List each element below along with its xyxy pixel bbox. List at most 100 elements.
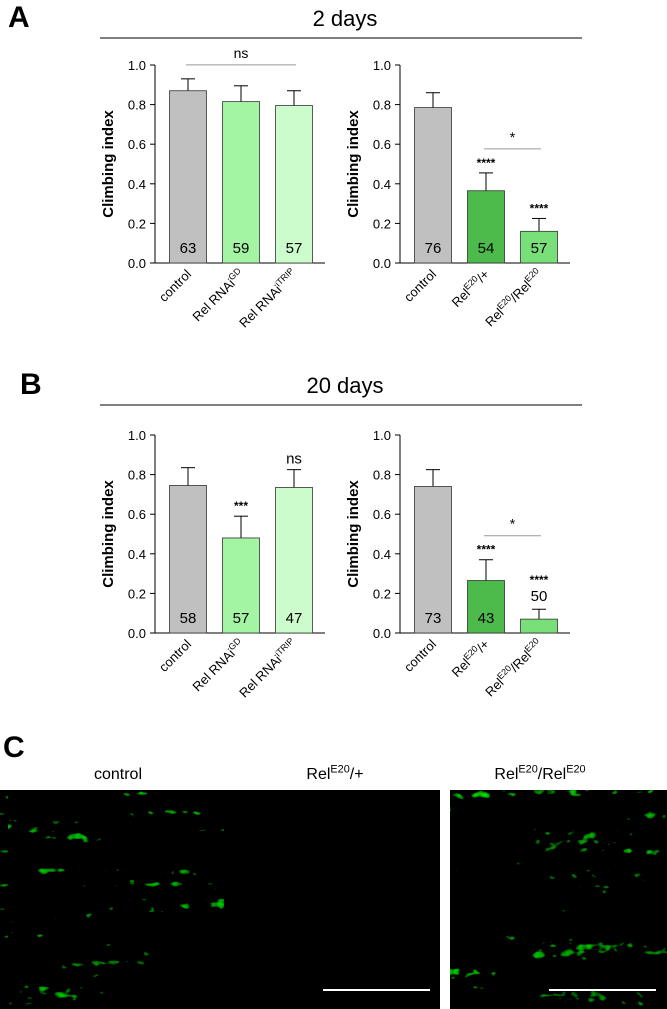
label-part: Rel RNAi [189, 646, 237, 694]
label-part: control [94, 766, 142, 783]
y-tick-label: 0.0 [128, 626, 146, 641]
label-part: Rel RNAi [236, 652, 284, 700]
y-tick-label: 0.6 [373, 507, 391, 522]
n-label: 54 [478, 240, 495, 257]
n-label: 58 [180, 610, 197, 627]
y-tick-label: 0.2 [128, 216, 146, 231]
label: control [401, 636, 439, 674]
label: control [94, 766, 142, 783]
panel-letter: C [3, 731, 25, 764]
bar [414, 486, 452, 634]
y-tick-label: 0.2 [373, 586, 391, 601]
label: Rel RNAiGD [188, 636, 247, 695]
y-tick-label: 0.2 [128, 586, 146, 601]
significance: **** [530, 573, 549, 587]
significance: ns [286, 451, 302, 468]
y-tick-label: 0.8 [128, 468, 146, 483]
label-part: control [401, 636, 439, 674]
micrograph [450, 790, 667, 1009]
significance: *** [234, 499, 248, 513]
y-tick-label: 0.6 [373, 137, 391, 152]
bar [275, 487, 313, 634]
label-part: control [156, 266, 194, 304]
superscript: iTRIP [273, 636, 296, 659]
superscript: iTRIP [273, 266, 296, 289]
bar [467, 190, 505, 264]
y-axis-label: Climbing index [345, 110, 362, 218]
panel-title: 20 days [306, 373, 383, 398]
y-tick-label: 0.2 [373, 216, 391, 231]
n-label: 73 [425, 610, 442, 627]
label: RelE20/+ [448, 636, 492, 680]
y-tick-label: 0.0 [373, 626, 391, 641]
bar [222, 101, 260, 264]
label-part: /+ [350, 766, 364, 783]
superscript: E20 [330, 764, 349, 776]
bar [467, 580, 505, 634]
label-part: Rel RNAi [189, 276, 237, 324]
label: control [401, 266, 439, 304]
bracket-label: * [510, 516, 516, 532]
bar [169, 485, 207, 634]
label: Rel RNAiGD [188, 266, 247, 325]
significance: **** [530, 201, 549, 215]
n-label: 63 [180, 240, 197, 257]
bar [222, 537, 260, 634]
label: Rel RNAiiTRIP [235, 266, 300, 331]
n-label: 47 [286, 610, 303, 627]
label: Rel RNAiiTRIP [235, 636, 300, 701]
panel-letter: B [20, 368, 42, 401]
label-part: /Rel [538, 766, 566, 783]
n-label: 57 [233, 610, 250, 627]
n-label: 59 [233, 240, 250, 257]
label: RelE20/RelE20 [494, 764, 585, 783]
label: RelE20/+ [448, 266, 492, 310]
significance: **** [477, 156, 496, 170]
superscript: E20 [518, 764, 537, 776]
panel-letter: A [8, 1, 30, 34]
n-label: 76 [425, 240, 442, 257]
y-axis-label: Climbing index [345, 480, 362, 588]
label-part: Rel [306, 766, 330, 783]
superscript: E20 [566, 764, 585, 776]
y-tick-label: 0.4 [373, 177, 391, 192]
bracket-label: ns [234, 45, 249, 61]
n-label: 50 [531, 588, 548, 605]
y-tick-label: 0.4 [373, 547, 391, 562]
significance: **** [477, 543, 496, 557]
y-tick-label: 0.0 [128, 256, 146, 271]
y-tick-label: 1.0 [128, 58, 146, 73]
label: RelE20/RelE20 [481, 266, 545, 330]
y-tick-label: 0.8 [128, 98, 146, 113]
label: RelE20/+ [306, 764, 363, 783]
label-part: control [156, 636, 194, 674]
y-tick-label: 1.0 [128, 428, 146, 443]
y-axis-label: Climbing index [100, 110, 117, 218]
y-axis-label: Climbing index [100, 480, 117, 588]
panel-title: 2 days [313, 6, 378, 31]
y-tick-label: 0.8 [373, 468, 391, 483]
y-tick-label: 1.0 [373, 58, 391, 73]
y-tick-label: 0.4 [128, 177, 146, 192]
y-tick-label: 0.4 [128, 547, 146, 562]
label-part: control [401, 266, 439, 304]
n-label: 43 [478, 610, 495, 627]
bar [275, 105, 313, 264]
bar [414, 107, 452, 264]
y-tick-label: 0.6 [128, 507, 146, 522]
micrographs [0, 790, 667, 1009]
y-tick-label: 1.0 [373, 428, 391, 443]
micrograph-bg [224, 790, 440, 1009]
label-part: Rel RNAi [236, 282, 284, 330]
bracket-label: * [510, 129, 516, 145]
y-tick-label: 0.0 [373, 256, 391, 271]
label: control [156, 266, 194, 304]
bar [169, 90, 207, 264]
n-label: 57 [286, 240, 303, 257]
micrograph [8, 790, 224, 1009]
y-tick-label: 0.6 [128, 137, 146, 152]
bar [520, 618, 558, 634]
bar [520, 230, 558, 264]
y-tick-label: 0.8 [373, 98, 391, 113]
